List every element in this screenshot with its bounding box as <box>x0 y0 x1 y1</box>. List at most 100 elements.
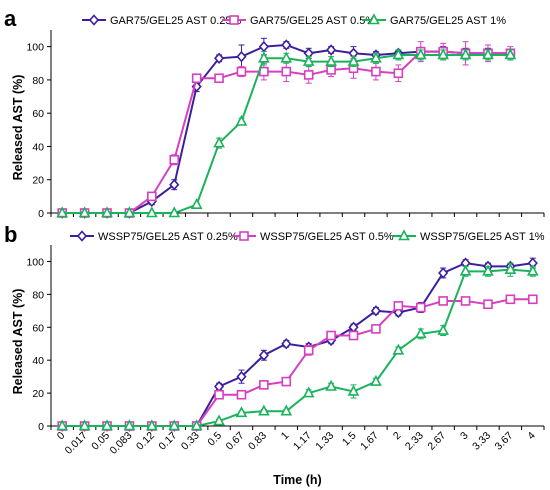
data-point <box>347 384 360 396</box>
x-tick-label: 2 <box>391 430 404 443</box>
legend-marker <box>398 229 410 241</box>
x-tick-label: 2.33 <box>403 430 426 453</box>
data-point <box>236 370 247 383</box>
y-tick-label: 100 <box>26 256 44 268</box>
data-point <box>459 264 472 276</box>
data-point <box>326 330 336 341</box>
data-point <box>281 39 292 51</box>
series-3 <box>56 262 539 431</box>
legend-item: GAR75/GEL25 AST 0.5% <box>222 15 375 27</box>
x-tick-label: 1.5 <box>340 430 359 449</box>
x-tick-label: 1.17 <box>291 430 314 453</box>
panel-label: b <box>4 222 17 247</box>
data-point <box>415 302 426 313</box>
y-axis-title: Released AST (%) <box>11 75 25 181</box>
data-point <box>392 48 405 60</box>
data-point <box>437 48 449 60</box>
data-point <box>302 54 315 66</box>
data-point <box>326 65 336 75</box>
series-1 <box>57 257 538 432</box>
data-point <box>392 343 405 355</box>
x-tick-label: 0.017 <box>63 430 90 457</box>
data-point <box>460 296 471 306</box>
data-point <box>213 52 225 64</box>
data-point <box>370 374 382 386</box>
legend-item: GAR75/GEL25 AST 1% <box>362 13 506 27</box>
data-point <box>123 206 136 218</box>
data-point <box>236 50 247 63</box>
data-point <box>482 264 494 276</box>
data-point <box>258 349 269 361</box>
data-point <box>281 376 292 387</box>
data-point <box>303 345 314 356</box>
x-tick-label: 0.33 <box>179 430 202 453</box>
x-tick-label: 0.083 <box>107 430 134 457</box>
data-point <box>146 206 158 218</box>
legend-marker <box>239 231 249 241</box>
data-point <box>101 419 113 431</box>
series-2 <box>57 41 516 218</box>
data-point <box>527 294 538 305</box>
legend-label: WSSP75/GEL25 AST 0.5% <box>260 231 394 243</box>
data-point <box>258 40 269 53</box>
data-point <box>371 66 381 77</box>
data-point <box>236 66 247 77</box>
data-point <box>325 379 337 391</box>
data-point <box>168 419 181 431</box>
y-tick-label: 60 <box>32 108 44 120</box>
data-point <box>235 406 248 418</box>
data-point <box>123 419 136 431</box>
x-tick-label: 3.67 <box>493 430 516 453</box>
legend-marker <box>368 13 380 25</box>
data-point <box>482 48 494 60</box>
data-point <box>325 54 337 66</box>
data-point <box>370 51 382 63</box>
data-point <box>147 191 157 202</box>
data-point <box>437 323 449 335</box>
series-line <box>62 268 533 427</box>
data-point <box>281 66 292 77</box>
data-point <box>258 51 270 63</box>
legend-label: GAR75/GEL25 AST 0.5% <box>250 15 375 27</box>
x-tick-label: 1.67 <box>358 430 381 453</box>
data-point <box>213 136 225 148</box>
data-point <box>303 70 314 80</box>
legend-item: WSSP75/GEL25 AST 1% <box>392 229 545 243</box>
data-point <box>214 389 224 400</box>
x-tick-label: 0.83 <box>246 430 269 453</box>
data-point <box>190 197 203 209</box>
legend-label: WSSP75/GEL25 AST 0.25% <box>98 231 238 243</box>
panel-a: a Released AST (%) 0 20 40 60 80 100 GAR75/GEL25… <box>4 6 545 220</box>
y-tick-label: 20 <box>32 388 44 400</box>
y-tick-label: 20 <box>32 175 44 187</box>
legend-item: GAR75/GEL25 AST 0.25% <box>82 14 241 27</box>
data-point <box>190 419 203 431</box>
x-axis-title: Time (h) <box>273 473 321 487</box>
y-axis-title: Released AST (%) <box>11 289 25 395</box>
y-tick-label: 40 <box>32 355 44 367</box>
series-line <box>62 298 533 427</box>
x-tick-label: 1.33 <box>313 430 336 453</box>
x-tick-label: 0.5 <box>205 430 224 449</box>
legend-label: GAR75/GEL25 AST 1% <box>390 15 506 27</box>
data-point <box>78 206 91 218</box>
data-point <box>459 48 472 60</box>
data-point <box>78 419 91 431</box>
x-tick-label: 0.17 <box>156 430 179 453</box>
data-point <box>414 48 427 60</box>
x-tick-label: 2.67 <box>425 430 448 453</box>
data-point <box>326 44 337 56</box>
y-tick-label: 0 <box>38 421 44 433</box>
data-point <box>280 51 293 63</box>
y-tick-label: 100 <box>26 42 44 54</box>
data-point <box>302 386 315 398</box>
y-tick-label: 0 <box>38 208 44 220</box>
data-point <box>438 296 448 306</box>
legend-label: GAR75/GEL25 AST 0.25% <box>110 15 241 27</box>
x-tick-label: 0.12 <box>134 430 157 453</box>
data-point <box>146 419 158 431</box>
legend-label: WSSP75/GEL25 AST 1% <box>420 231 545 243</box>
data-point <box>438 267 449 279</box>
data-point <box>56 419 69 431</box>
